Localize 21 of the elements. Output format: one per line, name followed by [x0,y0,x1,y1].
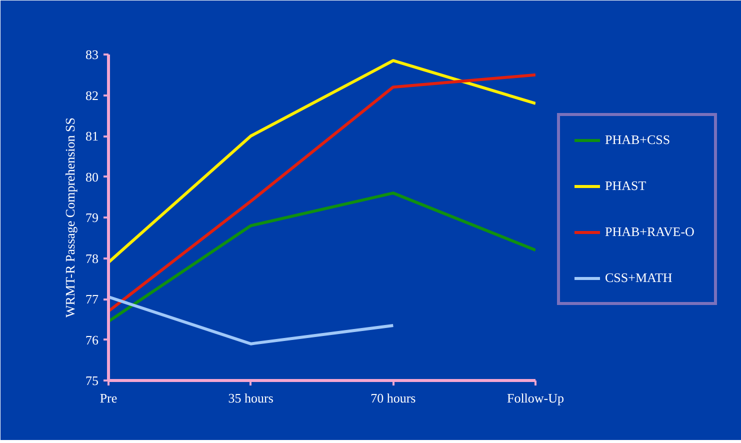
y-axis-title: WRMT-R Passage Comprehension SS [62,118,78,318]
line-series [108,73,536,313]
y-tick-label: 82 [86,88,98,103]
line-series [108,192,536,323]
x-tick-label: Follow-Up [506,390,564,406]
legend-label: PHAB+CSS [605,132,672,148]
x-tick-label: Pre [100,390,118,406]
y-tick-label: 75 [86,373,98,388]
legend-label: PHAST [605,178,648,194]
y-tick-label: 83 [86,47,98,62]
line-series [108,59,536,264]
y-tick-label: 76 [86,332,99,348]
y-tick-label: 77 [86,292,99,306]
y-tick-label: 79 [86,210,98,225]
x-tick-label: 35 hours [228,390,274,406]
legend-label: CSS+MATH [605,270,674,286]
y-tick-label: 81 [86,128,98,144]
legend-label: PHAB+RAVE-O [605,224,696,240]
y-tick-label: 78 [86,250,98,266]
x-tick-label: 70 hours [370,390,416,406]
y-tick-label: 80 [86,169,98,184]
